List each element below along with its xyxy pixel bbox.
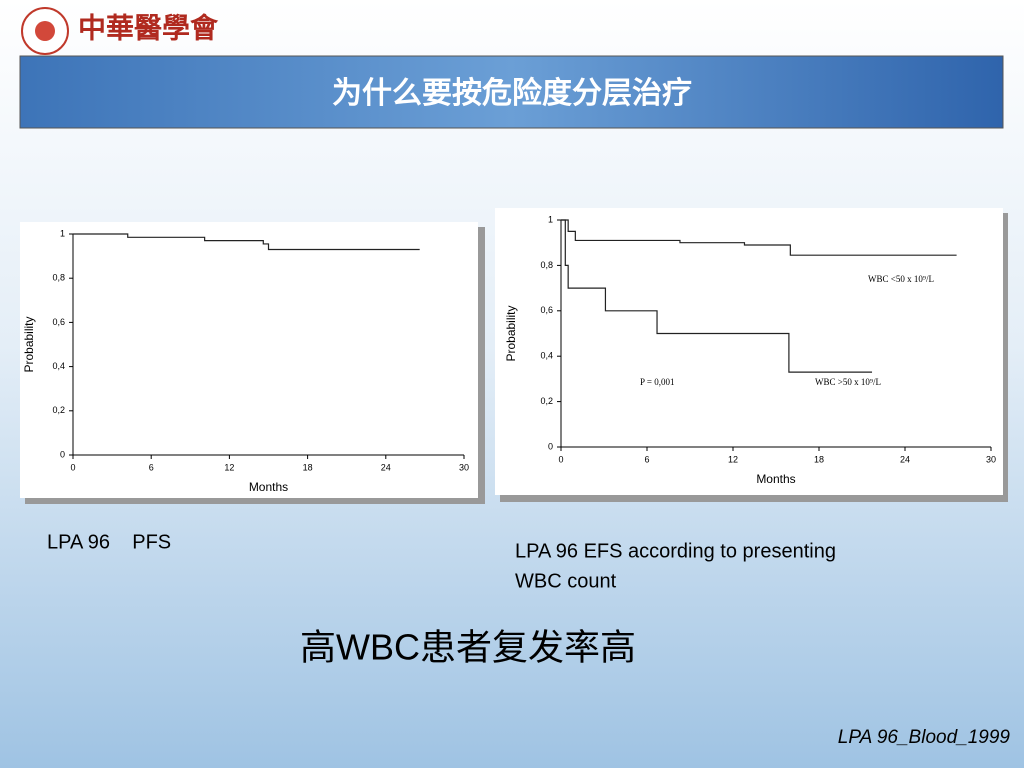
x-tick-label: 6 bbox=[644, 454, 649, 464]
y-tick-label: 0 bbox=[60, 449, 65, 459]
x-tick-label: 12 bbox=[728, 454, 738, 464]
x-tick-label: 18 bbox=[303, 462, 313, 472]
logo-mark bbox=[35, 21, 55, 41]
survival-curve bbox=[561, 219, 957, 256]
y-tick-label: 0,4 bbox=[52, 361, 65, 371]
conclusion: 高WBC患者复发率高 bbox=[300, 627, 636, 668]
title-banner bbox=[19, 55, 1004, 129]
chart-panel bbox=[20, 222, 478, 498]
caption: LPA 96 EFS according to presenting bbox=[515, 540, 836, 562]
y-tick-label: 1 bbox=[60, 228, 65, 238]
y-tick-label: 0,2 bbox=[52, 405, 65, 415]
x-tick-label: 30 bbox=[986, 454, 996, 464]
annotation: P = 0,001 bbox=[640, 377, 675, 387]
slide-title: 为什么要按危险度分层治疗 bbox=[332, 76, 692, 110]
x-tick-label: 18 bbox=[814, 454, 824, 464]
x-tick-label: 30 bbox=[459, 462, 469, 472]
series-label: WBC >50 x 10⁹/L bbox=[815, 377, 881, 387]
x-axis-label: Months bbox=[249, 480, 288, 494]
series-label: WBC <50 x 10⁹/L bbox=[868, 274, 934, 284]
y-tick-label: 0,2 bbox=[540, 396, 553, 406]
x-tick-label: 0 bbox=[70, 462, 75, 472]
x-tick-label: 0 bbox=[558, 454, 563, 464]
survival-curve bbox=[561, 219, 873, 373]
x-tick-label: 12 bbox=[224, 462, 234, 472]
y-axis-label: Probability bbox=[22, 316, 36, 372]
y-tick-label: 0,8 bbox=[540, 260, 553, 270]
logo-text: 中華醫學會 bbox=[78, 12, 219, 45]
survival-curve bbox=[73, 233, 420, 251]
source: LPA 96_Blood_1999 bbox=[838, 727, 1011, 748]
x-tick-label: 6 bbox=[149, 462, 154, 472]
y-tick-label: 0,6 bbox=[540, 305, 553, 315]
caption: WBC count bbox=[515, 570, 617, 592]
chart-panel bbox=[495, 208, 1003, 495]
y-tick-label: 1 bbox=[548, 214, 553, 224]
y-tick-label: 0,6 bbox=[52, 317, 65, 327]
y-axis-label: Probability bbox=[504, 305, 518, 361]
y-tick-label: 0,8 bbox=[52, 273, 65, 283]
x-axis-label: Months bbox=[756, 472, 795, 486]
x-tick-label: 24 bbox=[381, 462, 391, 472]
y-tick-label: 0 bbox=[548, 441, 553, 451]
x-tick-label: 24 bbox=[900, 454, 910, 464]
caption: LPA 96 PFS bbox=[47, 531, 171, 553]
y-tick-label: 0,4 bbox=[540, 351, 553, 361]
